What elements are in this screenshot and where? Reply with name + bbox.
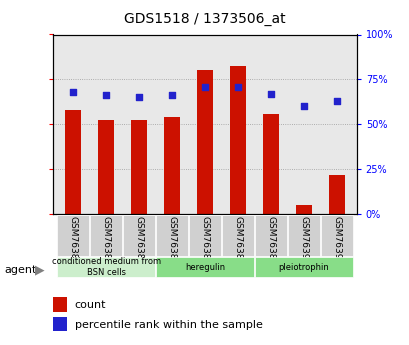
FancyBboxPatch shape [90,215,121,256]
FancyBboxPatch shape [254,257,352,277]
FancyBboxPatch shape [320,215,352,256]
FancyBboxPatch shape [57,215,89,256]
FancyBboxPatch shape [254,215,286,256]
Point [103,93,109,98]
Bar [98,120,114,214]
Text: GDS1518 / 1373506_at: GDS1518 / 1373506_at [124,12,285,26]
Text: pleiotrophin: pleiotrophin [278,263,328,272]
Point [267,91,274,97]
Bar [328,175,344,214]
Text: GSM76390: GSM76390 [299,216,308,265]
FancyBboxPatch shape [123,215,155,256]
Bar [163,117,180,214]
FancyBboxPatch shape [288,215,319,256]
FancyBboxPatch shape [189,215,220,256]
Bar [65,110,81,214]
Bar [229,66,246,214]
Text: GSM76391: GSM76391 [332,216,341,265]
Point [333,98,339,104]
Text: conditioned medium from
BSN cells: conditioned medium from BSN cells [52,257,160,277]
Bar [53,317,67,331]
Text: GSM76386: GSM76386 [167,216,176,265]
Point [234,84,240,89]
Text: GSM76389: GSM76389 [266,216,275,265]
Text: heregulin: heregulin [184,263,225,272]
Text: GSM76384: GSM76384 [101,216,110,265]
Text: GSM76388: GSM76388 [233,216,242,265]
Text: GSM76387: GSM76387 [200,216,209,265]
Text: count: count [74,300,106,310]
FancyBboxPatch shape [57,257,155,277]
FancyBboxPatch shape [222,215,253,256]
Text: percentile rank within the sample: percentile rank within the sample [74,320,262,330]
Bar [196,70,213,214]
Bar [130,120,147,214]
Text: GSM76383: GSM76383 [68,216,77,265]
Bar [295,205,311,214]
Text: GSM76385: GSM76385 [134,216,143,265]
FancyBboxPatch shape [156,257,253,277]
Bar [53,297,67,312]
Point [169,93,175,98]
Text: ▶: ▶ [35,263,44,276]
Point [135,95,142,100]
Point [300,104,306,109]
Bar [262,114,279,214]
Text: agent: agent [4,265,36,275]
Point [201,84,208,89]
FancyBboxPatch shape [156,215,187,256]
Point [70,89,76,95]
